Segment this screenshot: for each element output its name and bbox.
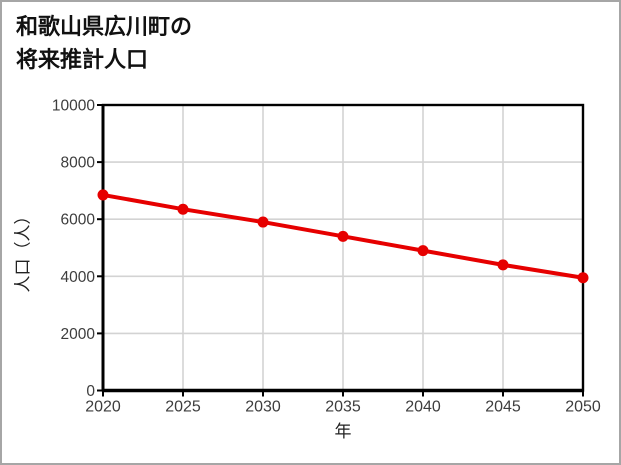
x-tick-label-2035: 2035 <box>325 399 361 416</box>
chart-title-line2: 将来推計人口 <box>16 47 149 72</box>
y-tick-label-2000: 2000 <box>61 326 96 343</box>
axis-ticks <box>97 104 584 397</box>
population-series <box>97 189 589 284</box>
data-point-2025 <box>177 203 189 215</box>
data-point-2050 <box>577 272 589 284</box>
data-point-2020 <box>97 189 109 201</box>
x-tick-label-2020: 2020 <box>85 399 121 416</box>
y-tick-label-4000: 4000 <box>61 269 96 286</box>
y-tick-label-10000: 10000 <box>52 98 95 115</box>
x-axis-title: 年 <box>334 422 352 441</box>
axis-tick-labels: 0 2000 4000 6000 8000 10000 2020 2025 2030 2035 20… <box>52 98 601 416</box>
data-point-2040 <box>417 245 429 257</box>
x-tick-label-2040: 2040 <box>405 399 441 416</box>
gridlines <box>103 105 583 391</box>
x-tick-label-2030: 2030 <box>245 399 281 416</box>
y-tick-label-6000: 6000 <box>61 212 96 229</box>
data-point-2045 <box>497 259 509 271</box>
chart-title-line1: 和歌山県広川町の <box>16 14 193 39</box>
chart-title: 和歌山県広川町の 将来推計人口 <box>16 10 192 76</box>
x-tick-label-2025: 2025 <box>165 399 201 416</box>
data-point-2030 <box>257 216 269 228</box>
data-point-2035 <box>337 230 349 242</box>
y-axis-title: 人口（人） <box>13 207 33 293</box>
y-tick-label-0: 0 <box>86 383 95 400</box>
x-tick-label-2045: 2045 <box>485 399 521 416</box>
x-tick-label-2050: 2050 <box>565 399 601 416</box>
y-tick-label-8000: 8000 <box>61 155 96 172</box>
